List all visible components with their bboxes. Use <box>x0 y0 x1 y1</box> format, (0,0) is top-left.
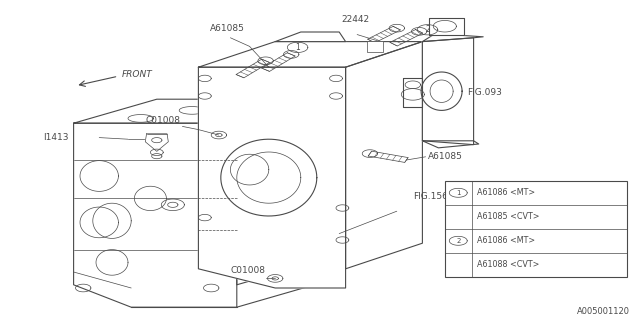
Text: FIG.156: FIG.156 <box>413 192 447 201</box>
Polygon shape <box>74 123 237 307</box>
Text: C01008: C01008 <box>146 116 181 125</box>
Text: FRONT: FRONT <box>122 70 152 79</box>
Polygon shape <box>237 99 320 285</box>
Polygon shape <box>198 67 346 288</box>
Polygon shape <box>403 78 422 107</box>
Text: A61088 <CVT>: A61088 <CVT> <box>477 260 539 269</box>
Polygon shape <box>390 29 423 46</box>
Text: 2: 2 <box>425 25 430 34</box>
Polygon shape <box>367 26 401 43</box>
Text: A61085: A61085 <box>210 24 244 33</box>
Text: A61085 <CVT>: A61085 <CVT> <box>477 212 540 221</box>
Polygon shape <box>145 134 168 151</box>
Text: 22442: 22442 <box>342 15 370 24</box>
Text: FIG.093: FIG.093 <box>467 88 502 97</box>
Text: C01008: C01008 <box>231 266 266 275</box>
Text: A61086 <MT>: A61086 <MT> <box>477 188 535 197</box>
Text: A61085: A61085 <box>428 152 462 161</box>
Polygon shape <box>198 42 422 67</box>
Text: I1413: I1413 <box>44 133 69 142</box>
Polygon shape <box>262 53 295 71</box>
Polygon shape <box>422 141 479 148</box>
Polygon shape <box>368 151 408 163</box>
Text: 1: 1 <box>295 43 300 52</box>
Text: 2: 2 <box>456 238 460 244</box>
Bar <box>367 41 383 52</box>
Polygon shape <box>429 18 464 35</box>
Text: A61086 <MT>: A61086 <MT> <box>477 236 535 245</box>
Bar <box>445 181 627 277</box>
Polygon shape <box>275 32 346 42</box>
Text: A005001120: A005001120 <box>577 308 630 316</box>
Polygon shape <box>422 38 474 145</box>
Polygon shape <box>74 99 320 123</box>
Text: 1: 1 <box>456 190 461 196</box>
Polygon shape <box>422 34 483 42</box>
Polygon shape <box>346 42 422 269</box>
Polygon shape <box>236 59 269 78</box>
